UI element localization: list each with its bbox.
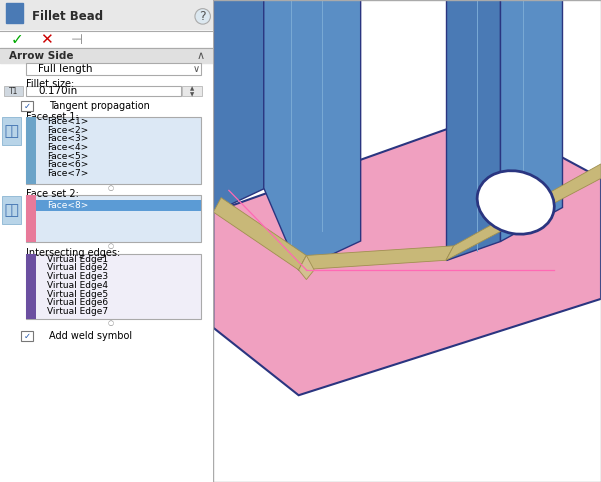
Text: Face<2>: Face<2> — [47, 126, 88, 134]
Text: Intersecting edges:: Intersecting edges: — [26, 248, 120, 257]
Text: Tangent propagation: Tangent propagation — [49, 101, 150, 111]
Polygon shape — [264, 0, 361, 270]
Text: Virtual Edge7: Virtual Edge7 — [47, 307, 108, 316]
Bar — [26, 254, 36, 319]
Text: Arrow Side: Arrow Side — [8, 51, 73, 61]
Text: Face<3>: Face<3> — [47, 134, 88, 143]
FancyBboxPatch shape — [22, 101, 33, 111]
Text: ✕: ✕ — [40, 32, 53, 48]
Text: Virtual Edge1: Virtual Edge1 — [47, 255, 108, 264]
FancyBboxPatch shape — [2, 196, 22, 224]
FancyBboxPatch shape — [26, 86, 182, 96]
Text: ○: ○ — [108, 320, 114, 326]
Text: ⊣: ⊣ — [71, 33, 83, 47]
Polygon shape — [213, 116, 601, 395]
Text: Face<4>: Face<4> — [47, 143, 88, 152]
Text: ✓: ✓ — [11, 32, 23, 48]
Polygon shape — [446, 0, 500, 260]
Bar — [7, 3, 23, 23]
Text: ◫: ◫ — [4, 121, 20, 140]
Bar — [36, 200, 201, 211]
Text: Face<6>: Face<6> — [47, 161, 88, 169]
Text: ◫: ◫ — [4, 201, 20, 219]
Ellipse shape — [477, 171, 554, 234]
Polygon shape — [213, 198, 307, 270]
Text: ∧: ∧ — [197, 51, 204, 61]
Text: Add weld symbol: Add weld symbol — [49, 331, 132, 341]
Text: Virtual Edge2: Virtual Edge2 — [47, 264, 108, 272]
Text: ▲: ▲ — [190, 87, 194, 92]
Text: Fillet size:: Fillet size: — [26, 79, 74, 89]
Text: Full length: Full length — [38, 64, 93, 74]
Bar — [26, 117, 36, 184]
Text: ○: ○ — [108, 185, 114, 191]
Polygon shape — [446, 164, 601, 260]
FancyBboxPatch shape — [22, 331, 33, 341]
Bar — [26, 195, 36, 242]
Text: ✓: ✓ — [24, 102, 31, 110]
Polygon shape — [299, 246, 454, 270]
FancyBboxPatch shape — [26, 254, 201, 319]
Polygon shape — [500, 0, 563, 241]
Text: Fillet Bead: Fillet Bead — [32, 10, 103, 23]
Text: Virtual Edge6: Virtual Edge6 — [47, 298, 108, 307]
Text: T1: T1 — [9, 87, 19, 95]
Text: Virtual Edge5: Virtual Edge5 — [47, 290, 108, 298]
Text: Face<1>: Face<1> — [47, 117, 88, 126]
Text: 0.170in: 0.170in — [38, 86, 78, 96]
Text: Virtual Edge3: Virtual Edge3 — [47, 272, 108, 281]
Text: ▼: ▼ — [190, 92, 194, 97]
Text: Face<7>: Face<7> — [47, 169, 88, 178]
FancyBboxPatch shape — [183, 86, 201, 96]
Text: ?: ? — [200, 10, 206, 23]
Text: Virtual Edge4: Virtual Edge4 — [47, 281, 108, 290]
Text: ○: ○ — [108, 243, 114, 249]
Text: Face set 2:: Face set 2: — [26, 189, 79, 199]
Text: Face<8>: Face<8> — [47, 201, 88, 210]
Text: Face<5>: Face<5> — [47, 152, 88, 161]
FancyBboxPatch shape — [26, 195, 201, 242]
Text: ✓: ✓ — [24, 332, 31, 340]
FancyBboxPatch shape — [26, 117, 201, 184]
Bar — [0, 0, 213, 29]
FancyBboxPatch shape — [26, 63, 201, 75]
Text: ∨: ∨ — [193, 64, 200, 74]
Bar — [0, 48, 213, 63]
Polygon shape — [299, 255, 314, 280]
FancyBboxPatch shape — [2, 117, 22, 145]
Polygon shape — [213, 0, 264, 212]
Text: Face set 1:: Face set 1: — [26, 112, 78, 121]
FancyBboxPatch shape — [4, 86, 23, 96]
